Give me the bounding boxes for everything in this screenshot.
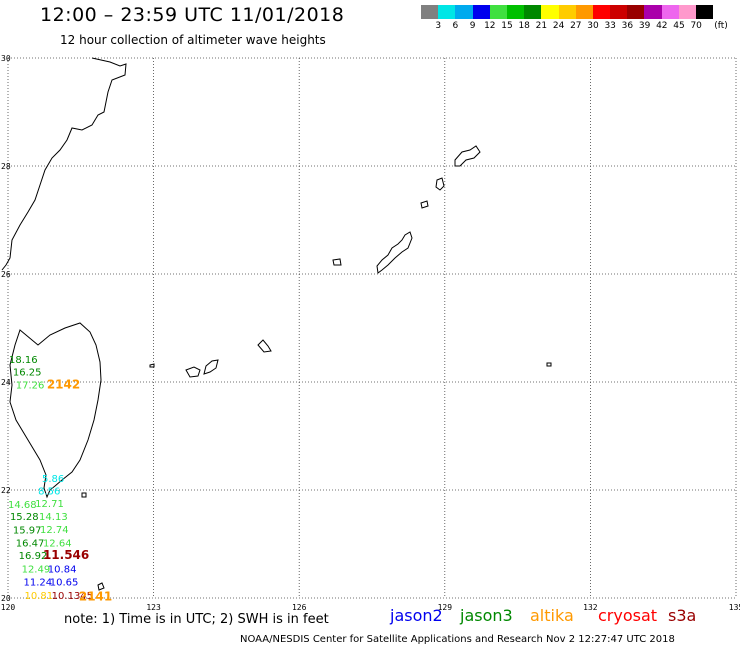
legend-swatch [661, 5, 679, 19]
legend-label: 33 [604, 21, 616, 31]
wave-height-label: 15.28 [10, 512, 39, 523]
legend-swatch [558, 5, 576, 19]
wave-height-label: 12.64 [43, 538, 72, 549]
legend-swatch [438, 5, 456, 19]
legend-label: 27 [570, 21, 582, 31]
footer-note: note: 1) Time is in UTC; 2) SWH is in fe… [64, 612, 329, 627]
wave-height-label: 14.68 [8, 500, 37, 511]
mission-label-cryosat: cryosat [598, 606, 658, 625]
legend-label: 24 [552, 21, 565, 31]
mission-label-s3a: s3a [668, 606, 697, 625]
wave-height-label: 10.81 [25, 591, 54, 602]
wave-height-label: 11.24 [24, 577, 53, 588]
legend-label: 42 [656, 21, 668, 31]
wave-height-label: 5.86 [42, 474, 64, 485]
legend-swatches [421, 5, 714, 19]
legend-label: 45 [673, 21, 685, 31]
legend-label: 39 [638, 21, 651, 31]
wave-height-label: 12.49 [22, 564, 51, 575]
lat-tick-label: 28 [1, 162, 11, 171]
legend-label: 15 [501, 21, 513, 31]
lat-tick-label: 22 [1, 486, 11, 495]
legend-label: 21 [535, 21, 548, 31]
mission-label-jason2: jason2 [390, 606, 443, 625]
orchid-island [81, 492, 87, 498]
legend-swatch [696, 5, 714, 19]
wave-height-label: 2142 [47, 378, 80, 392]
legend-label: 6 [452, 21, 459, 31]
legend-swatch [506, 5, 525, 19]
wave-height-label: 16.47 [16, 538, 45, 549]
coastlines [1, 57, 552, 591]
wave-height-label: 18.16 [9, 355, 38, 366]
map-subtitle: 12 hour collection of altimeter wave hei… [60, 33, 326, 47]
legend-swatch [610, 5, 628, 19]
legend-labels: (ft) 3 6 9 12 15 18 21 24 27 30 33 36 39 42 45 70 [421, 19, 727, 33]
wave-height-label: 16.92 [19, 551, 48, 562]
legend-label: 12 [484, 21, 496, 31]
lon-tick-label: 123 [146, 603, 161, 612]
legend-swatch [627, 5, 645, 19]
legend-swatch [592, 5, 611, 19]
legend-swatch [472, 5, 490, 19]
legend-label: 36 [621, 21, 634, 31]
legend-label: 30 [587, 21, 599, 31]
tokunoshima-island [435, 177, 445, 191]
china-coastline [1, 57, 127, 271]
legend-label: 70 [690, 21, 702, 31]
wave-height-label: 12.74 [40, 525, 69, 536]
lat-tick-label: 26 [1, 270, 11, 279]
wave-height-label: 16.25 [13, 368, 42, 379]
legend-swatch [421, 5, 439, 19]
lat-tick-label: 24 [1, 378, 11, 387]
legend-swatch [644, 5, 662, 19]
lon-tick-label: 120 [1, 603, 16, 612]
batanes-island [97, 582, 105, 591]
legend-swatch [489, 5, 507, 19]
wave-height-label: 8.56 [38, 487, 60, 498]
legend-label: 9 [469, 21, 476, 31]
legend-label: 18 [518, 21, 530, 31]
amami-island [454, 145, 481, 167]
lon-tick-label: 129 [438, 603, 453, 612]
mission-label-altika: altika [530, 606, 574, 625]
wave-height-label: 2141 [79, 589, 112, 603]
ishigaki-island [203, 359, 219, 375]
iriomote-island [185, 366, 201, 378]
wave-height-label: 11.546 [43, 548, 89, 562]
legend-swatch [541, 5, 559, 19]
lat-tick-label: 30 [1, 54, 11, 63]
legend-swatch [524, 5, 542, 19]
wave-height-label: 15.97 [13, 525, 42, 536]
legend-swatch [575, 5, 593, 19]
wave-height-label: 17.26 [16, 381, 45, 392]
miyako-island [257, 339, 272, 353]
wave-height-label: 12.71 [35, 499, 64, 510]
lat-tick-label: 20 [1, 594, 11, 603]
mission-label-jason3: jason3 [460, 606, 513, 625]
wave-height-label: 10.1345 [52, 591, 93, 602]
daito-island [546, 362, 552, 367]
lon-tick-label: 126 [292, 603, 307, 612]
lat-lon-grid: 120 123 126 129 132 135 30 28 26 24 22 20 [1, 54, 740, 612]
wave-height-label: 14.13 [39, 512, 68, 523]
lon-tick-label: 135 [729, 603, 740, 612]
yonaguni-island [149, 363, 155, 368]
okinoerabu-island [420, 200, 429, 209]
wave-height-label: 10.65 [50, 577, 79, 588]
color-legend: (ft) 3 6 9 12 15 18 21 24 27 30 33 36 39 42 45 70 [421, 5, 728, 33]
legend-label: 3 [435, 21, 442, 31]
legend-swatch [678, 5, 696, 19]
taiwan-coastline [9, 322, 102, 499]
wave-height-label: 10.84 [48, 564, 77, 575]
lon-tick-label: 132 [583, 603, 598, 612]
kume-island [332, 258, 342, 266]
credit-line: NOAA/NESDIS Center for Satellite Applica… [240, 634, 675, 645]
legend-swatch [455, 5, 473, 19]
okinawa-island [376, 231, 413, 274]
map-title: 12:00 – 23:59 UTC 11/01/2018 [40, 4, 345, 26]
legend-unit: (ft) [714, 21, 728, 31]
